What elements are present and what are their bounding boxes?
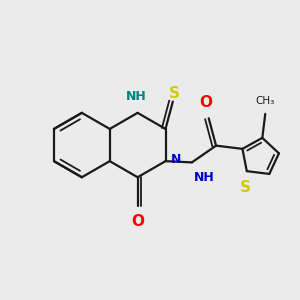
Text: NH: NH xyxy=(194,171,214,184)
Text: S: S xyxy=(240,180,251,195)
Text: S: S xyxy=(169,86,180,101)
Text: N: N xyxy=(170,153,181,167)
Text: CH₃: CH₃ xyxy=(256,96,275,106)
Text: O: O xyxy=(131,214,144,229)
Text: O: O xyxy=(199,95,212,110)
Text: NH: NH xyxy=(126,90,147,103)
